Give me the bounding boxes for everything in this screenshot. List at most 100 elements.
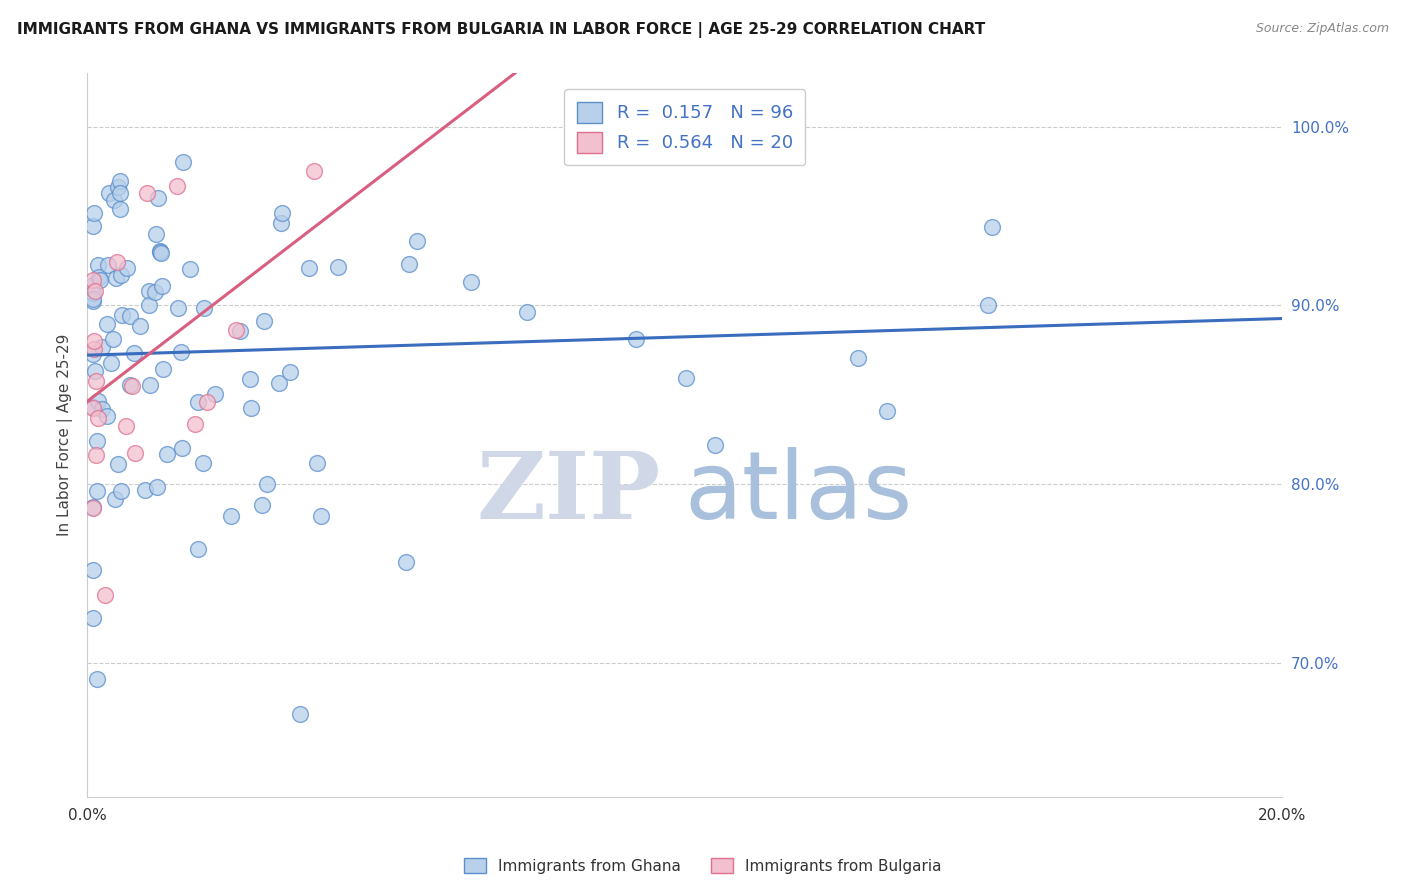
Point <box>228 324 250 338</box>
Point <box>82 285 104 300</box>
Point <box>253 313 276 327</box>
Point <box>516 304 538 318</box>
Point <box>103 194 125 208</box>
Point <box>110 174 132 188</box>
Point <box>395 555 418 569</box>
Point <box>204 387 226 401</box>
Point <box>770 111 793 125</box>
Point <box>675 371 697 385</box>
Point <box>256 477 278 491</box>
Text: IMMIGRANTS FROM GHANA VS IMMIGRANTS FROM BULGARIA IN LABOR FORCE | AGE 25-29 COR: IMMIGRANTS FROM GHANA VS IMMIGRANTS FROM… <box>17 22 986 38</box>
Point <box>115 260 138 275</box>
Point <box>82 501 104 516</box>
Point <box>110 268 132 282</box>
Point <box>145 227 167 241</box>
Point <box>302 164 325 178</box>
Y-axis label: In Labor Force | Age 25-29: In Labor Force | Age 25-29 <box>58 334 73 536</box>
Point <box>82 347 104 361</box>
Point <box>167 301 190 315</box>
Point <box>278 365 301 379</box>
Point <box>86 393 108 408</box>
Point <box>120 378 142 392</box>
Point <box>97 258 120 272</box>
Point <box>149 244 172 258</box>
Point <box>82 293 104 308</box>
Point <box>82 401 104 415</box>
Point <box>84 448 107 462</box>
Point <box>89 270 111 285</box>
Point <box>193 301 215 316</box>
Point <box>172 441 194 455</box>
Point <box>98 186 121 200</box>
Point <box>82 401 104 416</box>
Point <box>307 456 329 470</box>
Point <box>104 492 127 507</box>
Point <box>250 498 273 512</box>
Point <box>288 707 311 722</box>
Point <box>704 438 727 452</box>
Point <box>146 480 169 494</box>
Point <box>107 458 129 472</box>
Point <box>121 379 143 393</box>
Point <box>110 484 132 499</box>
Text: Source: ZipAtlas.com: Source: ZipAtlas.com <box>1256 22 1389 36</box>
Point <box>191 456 214 470</box>
Point <box>977 298 1000 312</box>
Point <box>128 318 150 333</box>
Point <box>166 178 188 193</box>
Point <box>195 395 218 409</box>
Point <box>82 500 104 514</box>
Point <box>460 276 482 290</box>
Point <box>105 255 128 269</box>
Point <box>139 378 162 392</box>
Point <box>134 483 156 497</box>
Point <box>104 270 127 285</box>
Point <box>86 672 108 686</box>
Point <box>221 508 243 523</box>
Text: ZIP: ZIP <box>477 448 661 538</box>
Point <box>82 219 104 234</box>
Point <box>267 376 290 390</box>
Point <box>82 273 104 287</box>
Point <box>981 219 1004 234</box>
Point <box>152 278 174 293</box>
Point <box>83 284 105 298</box>
Point <box>270 216 292 230</box>
Point <box>122 346 145 360</box>
Point <box>124 445 146 459</box>
Point <box>103 332 125 346</box>
Point <box>83 205 105 219</box>
Point <box>96 409 118 423</box>
Point <box>187 394 209 409</box>
Point <box>82 611 104 625</box>
Point <box>398 257 420 271</box>
Point <box>82 278 104 293</box>
Point <box>111 308 134 322</box>
Point <box>143 285 166 299</box>
Point <box>82 292 104 306</box>
Point <box>83 364 105 378</box>
Point <box>83 343 105 357</box>
Point <box>138 298 160 312</box>
Point <box>309 509 332 524</box>
Legend: Immigrants from Ghana, Immigrants from Bulgaria: Immigrants from Ghana, Immigrants from B… <box>458 852 948 880</box>
Point <box>84 374 107 388</box>
Point <box>326 260 349 274</box>
Point <box>90 340 112 354</box>
Point <box>271 206 294 220</box>
Point <box>135 186 157 201</box>
Point <box>149 246 172 260</box>
Point <box>100 355 122 369</box>
Point <box>152 361 174 376</box>
Point <box>87 411 110 425</box>
Point <box>118 309 141 323</box>
Point <box>183 417 205 432</box>
Point <box>138 284 160 298</box>
Point <box>156 447 179 461</box>
Point <box>239 372 262 386</box>
Point <box>87 259 110 273</box>
Point <box>90 401 112 416</box>
Point <box>169 344 191 359</box>
Point <box>86 484 108 499</box>
Point <box>149 245 172 260</box>
